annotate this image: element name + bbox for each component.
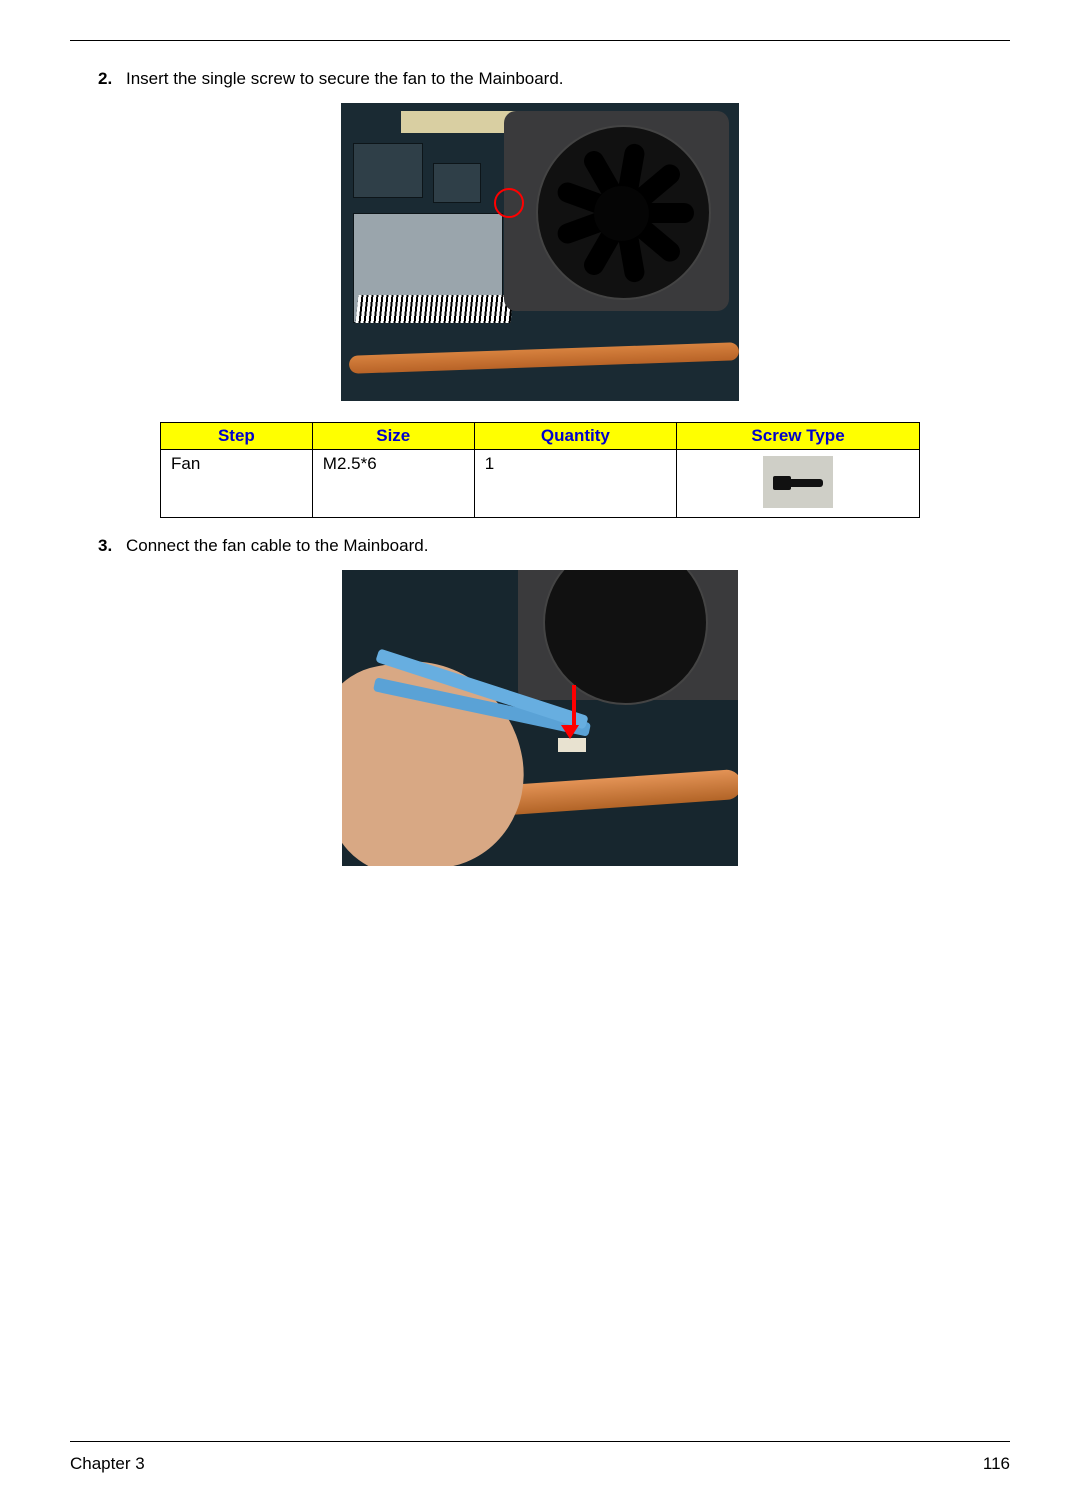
- chip: [353, 143, 423, 198]
- page-footer: Chapter 3 116: [70, 1454, 1010, 1474]
- page-number: 116: [983, 1454, 1010, 1474]
- screw-location-annotation: [494, 188, 524, 218]
- fan-connector: [558, 738, 586, 752]
- header-rule: [70, 40, 1010, 41]
- cell-step: Fan: [161, 450, 313, 518]
- fan-hub: [594, 186, 649, 241]
- figure-1-container: [70, 103, 1010, 406]
- step-number: 2.: [98, 69, 126, 89]
- step-2: 2. Insert the single screw to secure the…: [98, 69, 1010, 89]
- footer-rule: [70, 1441, 1010, 1442]
- cell-size: M2.5*6: [312, 450, 474, 518]
- step-text: Insert the single screw to secure the fa…: [126, 69, 564, 89]
- step-text: Connect the fan cable to the Mainboard.: [126, 536, 428, 556]
- document-page: 2. Insert the single screw to secure the…: [0, 0, 1080, 1512]
- col-size: Size: [312, 423, 474, 450]
- figure-1-mainboard: [341, 103, 739, 401]
- col-quantity: Quantity: [474, 423, 676, 450]
- col-step: Step: [161, 423, 313, 450]
- table-row: Fan M2.5*6 1: [161, 450, 920, 518]
- screw-icon: [763, 456, 833, 508]
- chip: [433, 163, 481, 203]
- chapter-label: Chapter 3: [70, 1454, 145, 1474]
- cell-quantity: 1: [474, 450, 676, 518]
- screw-table: Step Size Quantity Screw Type Fan M2.5*6…: [160, 422, 920, 518]
- figure-2-connect-cable: [342, 570, 738, 866]
- step-3: 3. Connect the fan cable to the Mainboar…: [98, 536, 1010, 556]
- cell-screwtype: [677, 450, 920, 518]
- arrow-annotation: [568, 685, 579, 739]
- heatpipe: [349, 342, 739, 374]
- step-number: 3.: [98, 536, 126, 556]
- table-header-row: Step Size Quantity Screw Type: [161, 423, 920, 450]
- figure-2-container: [70, 570, 1010, 871]
- col-screwtype: Screw Type: [677, 423, 920, 450]
- barcode-label: [356, 295, 514, 323]
